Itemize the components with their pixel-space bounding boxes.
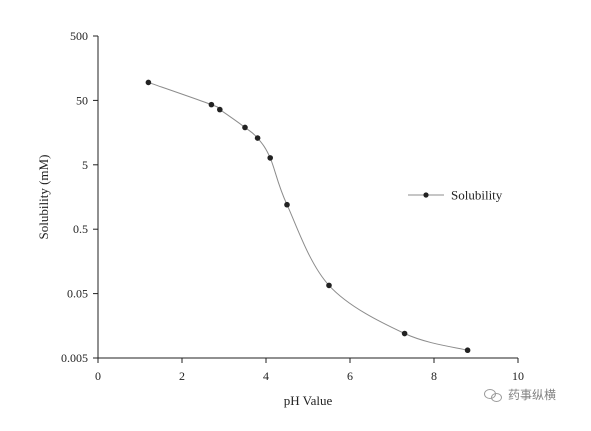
legend: Solubility <box>408 188 503 203</box>
data-point <box>242 124 248 131</box>
x-tick-label: 2 <box>179 369 185 383</box>
x-tick-label: 6 <box>347 369 353 383</box>
y-tick-label: 0.5 <box>73 222 88 236</box>
watermark: 药事纵横 <box>484 386 556 403</box>
legend-marker <box>423 192 429 198</box>
x-axis-title: pH Value <box>284 393 333 408</box>
data-point <box>401 330 408 337</box>
y-tick-label: 5 <box>82 158 88 172</box>
data-point <box>326 282 332 289</box>
data-point <box>254 135 261 141</box>
data-point <box>267 155 274 161</box>
data-point <box>464 347 471 354</box>
data-point <box>284 201 290 208</box>
y-tick-label: 500 <box>70 29 88 43</box>
y-tick-label: 0.05 <box>67 287 88 301</box>
series-line <box>148 81 468 351</box>
y-tick-label: 0.005 <box>61 351 88 365</box>
y-axis-title: Solubility (mM) <box>36 155 51 240</box>
legend-label: Solubility <box>451 188 503 203</box>
y-tick-label: 50 <box>76 93 88 107</box>
data-point <box>208 101 215 108</box>
data-point <box>145 79 152 86</box>
x-tick-label: 0 <box>95 369 101 383</box>
data-point <box>217 106 223 113</box>
x-tick-label: 4 <box>263 369 269 383</box>
x-tick-label: 10 <box>512 369 524 383</box>
watermark-text: 药事纵横 <box>508 388 557 402</box>
wechat-icon <box>484 388 502 402</box>
x-tick-label: 8 <box>431 369 437 383</box>
